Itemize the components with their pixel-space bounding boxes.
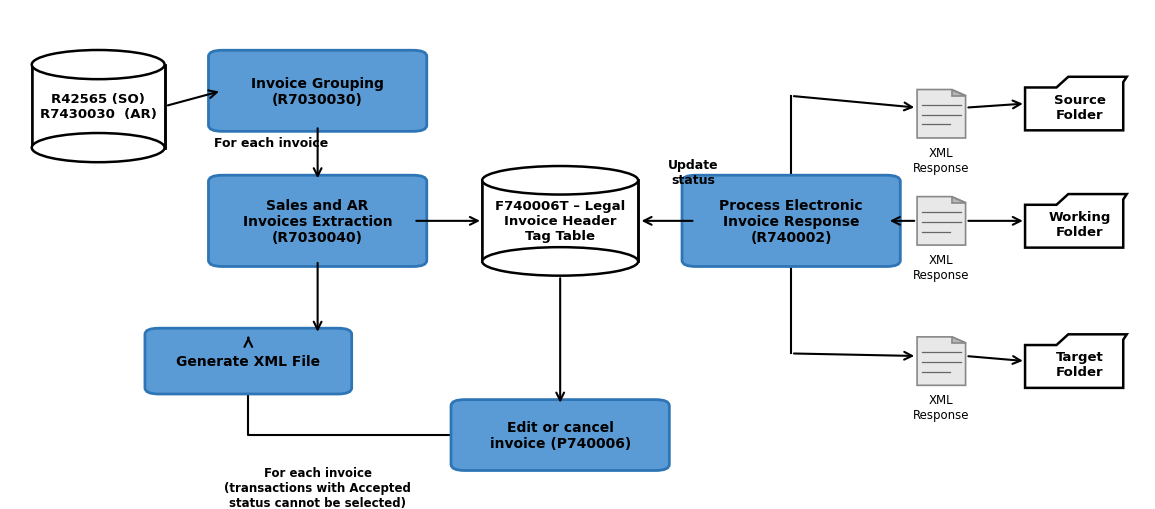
Text: Edit or cancel
invoice (P740006): Edit or cancel invoice (P740006)	[490, 420, 631, 450]
Polygon shape	[1026, 77, 1127, 131]
Text: F740006T – Legal
Invoice Header
Tag Table: F740006T – Legal Invoice Header Tag Tabl…	[495, 200, 625, 243]
Ellipse shape	[483, 166, 638, 195]
Text: For each invoice: For each invoice	[214, 137, 328, 150]
FancyBboxPatch shape	[681, 176, 901, 267]
Text: For each invoice
(transactions with Accepted
status cannot be selected): For each invoice (transactions with Acce…	[224, 466, 411, 509]
FancyBboxPatch shape	[146, 329, 351, 394]
Text: Generate XML File: Generate XML File	[177, 354, 320, 369]
Text: XML
Response: XML Response	[914, 393, 969, 421]
FancyBboxPatch shape	[450, 400, 669, 470]
Bar	[32, 66, 165, 148]
Polygon shape	[1026, 194, 1127, 248]
FancyBboxPatch shape	[208, 51, 427, 132]
FancyBboxPatch shape	[208, 176, 427, 267]
Text: Target
Folder: Target Folder	[1056, 351, 1104, 379]
Text: XML
Response: XML Response	[914, 253, 969, 281]
Text: XML
Response: XML Response	[914, 147, 969, 175]
Polygon shape	[1026, 335, 1127, 388]
Ellipse shape	[32, 51, 165, 80]
Ellipse shape	[483, 248, 638, 276]
Text: Process Electronic
Invoice Response
(R740002): Process Electronic Invoice Response (R74…	[720, 199, 863, 244]
Text: Working
Folder: Working Folder	[1049, 211, 1111, 239]
Polygon shape	[952, 197, 966, 203]
Bar	[483, 181, 638, 262]
Polygon shape	[952, 337, 966, 343]
Polygon shape	[952, 90, 966, 96]
Bar	[483, 181, 638, 262]
Text: Update
status: Update status	[668, 159, 718, 187]
Text: R42565 (SO)
R7430030  (AR): R42565 (SO) R7430030 (AR)	[39, 93, 157, 121]
Polygon shape	[917, 337, 966, 386]
Text: Source
Folder: Source Folder	[1055, 94, 1105, 122]
Polygon shape	[917, 90, 966, 138]
Text: Sales and AR
Invoices Extraction
(R7030040): Sales and AR Invoices Extraction (R70300…	[243, 199, 393, 244]
Polygon shape	[917, 197, 966, 245]
Ellipse shape	[32, 134, 165, 163]
Text: Invoice Grouping
(R7030030): Invoice Grouping (R7030030)	[251, 76, 385, 107]
Bar	[33, 66, 164, 148]
